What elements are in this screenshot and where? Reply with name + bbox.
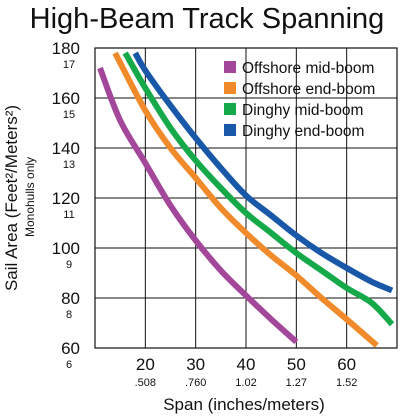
y-tick-label: 140 bbox=[52, 139, 80, 158]
y-tick-label: 180 bbox=[52, 39, 80, 58]
y-tick-label: 100 bbox=[52, 239, 80, 258]
series-line bbox=[122, 51, 395, 327]
y-tick-sublabel: 11 bbox=[63, 209, 74, 221]
legend-label: Offshore end-boom bbox=[242, 81, 375, 98]
series-lines bbox=[97, 51, 395, 348]
series-line bbox=[112, 51, 379, 348]
x-tick-sublabel: .508 bbox=[135, 377, 156, 389]
legend-swatch bbox=[224, 103, 236, 115]
x-tick-label: 40 bbox=[237, 355, 256, 374]
x-tick-label: 30 bbox=[186, 355, 205, 374]
y-axis-note: Monohulls only bbox=[23, 157, 37, 237]
y-tick-label: 120 bbox=[52, 189, 80, 208]
legend-label: Dinghy end-boom bbox=[242, 123, 364, 140]
y-tick-sublabel: 8 bbox=[66, 309, 72, 321]
y-tick-label: 60 bbox=[61, 339, 80, 358]
y-axis-title: Sail Area (Feet²/Meters²) bbox=[2, 105, 21, 291]
legend: Offshore mid-boom Offshore end-boom Dinghy… bbox=[224, 60, 375, 140]
x-tick-sublabel: 1.27 bbox=[286, 377, 307, 389]
legend-label: Offshore mid-boom bbox=[242, 60, 374, 77]
x-tick-sublabel: .760 bbox=[185, 377, 206, 389]
y-tick-sublabel: 17 bbox=[63, 59, 75, 71]
plot-frame bbox=[94, 47, 398, 349]
legend-label: Dinghy mid-boom bbox=[242, 102, 363, 119]
y-tick-sublabel: 13 bbox=[63, 159, 75, 171]
x-tick-label: 50 bbox=[287, 355, 306, 374]
y-tick-label: 80 bbox=[61, 289, 80, 308]
x-tick-sublabel: 1.52 bbox=[336, 377, 357, 389]
legend-swatch bbox=[224, 82, 236, 94]
legend-swatch bbox=[224, 124, 236, 136]
x-tick-label: 20 bbox=[136, 355, 155, 374]
series-line bbox=[132, 51, 394, 294]
series-line bbox=[97, 66, 299, 345]
x-axis-title: Span (inches/meters) bbox=[163, 395, 325, 414]
y-tick-sublabel: 6 bbox=[66, 359, 72, 371]
legend-swatch bbox=[224, 61, 236, 73]
y-tick-sublabel: 9 bbox=[66, 259, 72, 271]
y-tick-sublabel: 15 bbox=[63, 109, 75, 121]
x-tick-sublabel: 1.02 bbox=[235, 377, 256, 389]
chart-title: High-Beam Track Spanning bbox=[30, 3, 385, 35]
x-axis-ticks: 20 .508 30 .760 40 1.02 50 1.27 60 1.52 bbox=[135, 355, 358, 389]
x-tick-label: 60 bbox=[337, 355, 356, 374]
y-tick-label: 160 bbox=[52, 89, 80, 108]
